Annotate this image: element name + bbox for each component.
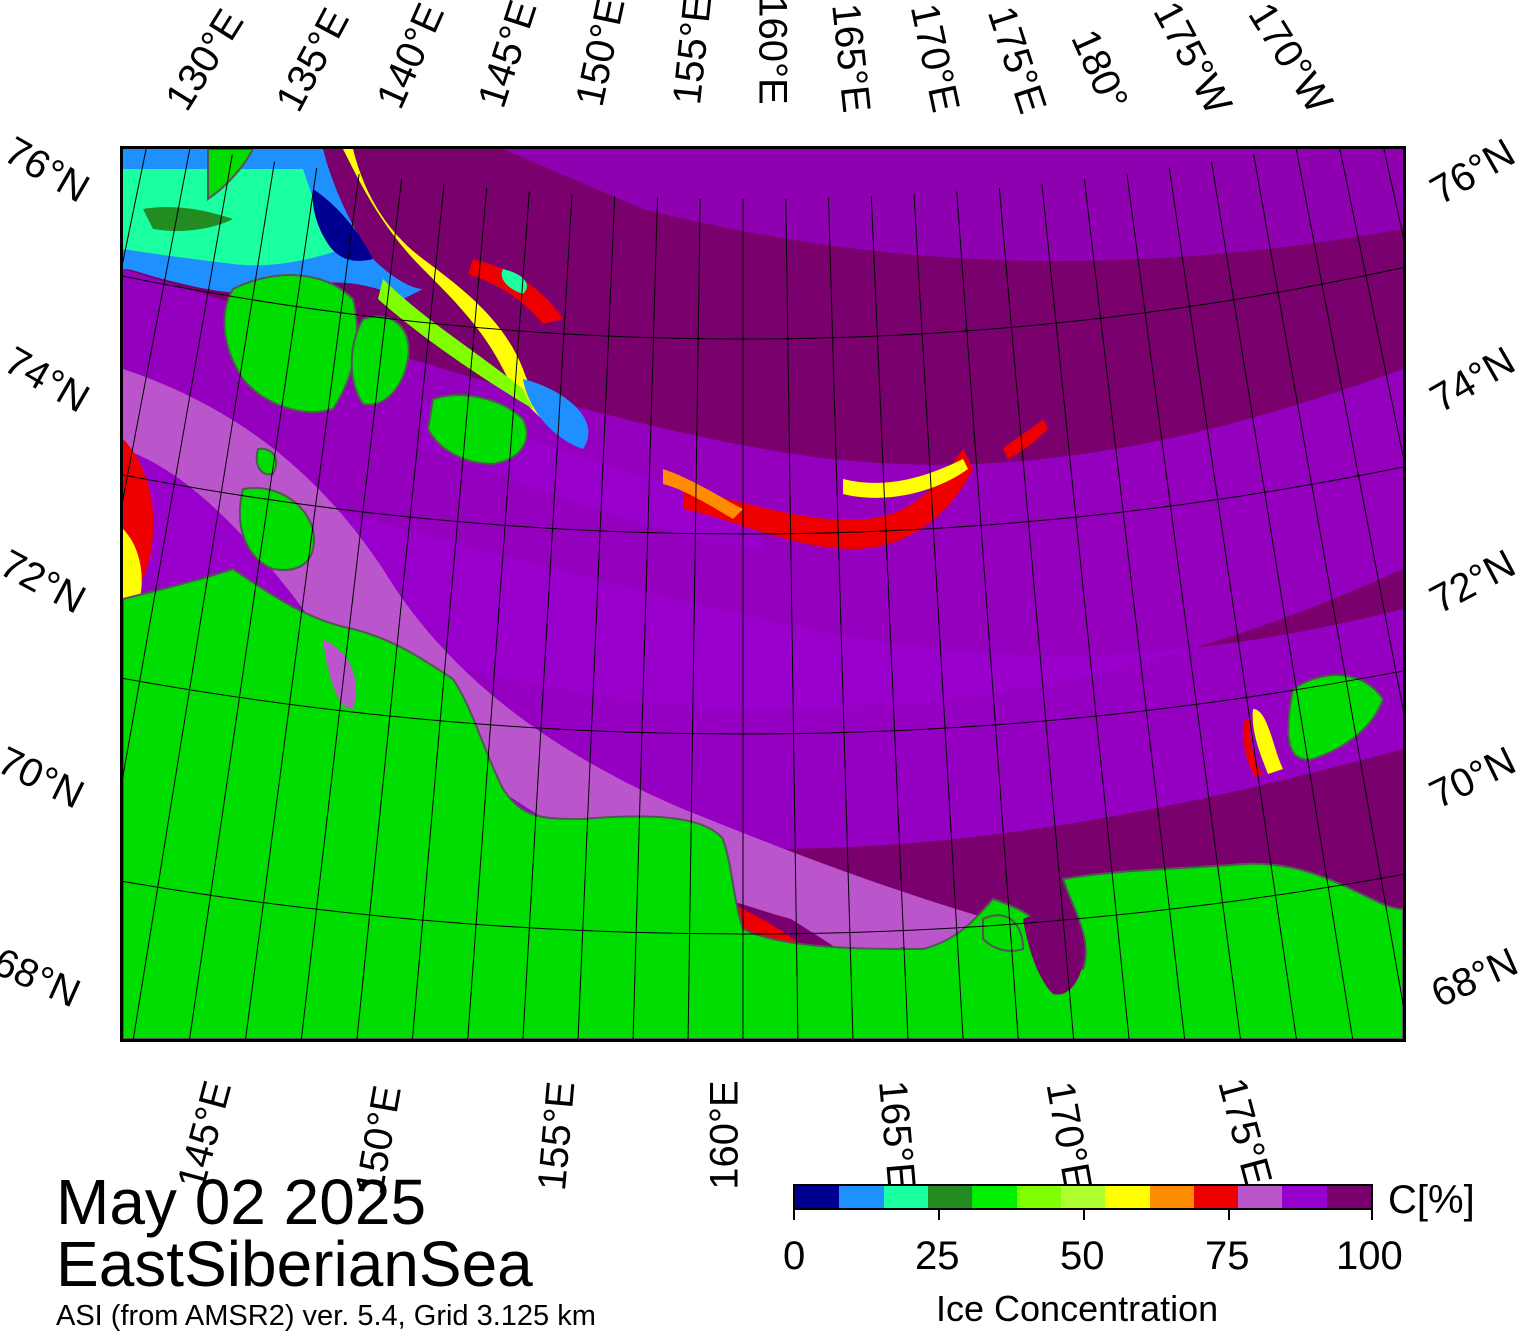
colorbar-segment xyxy=(1193,1186,1239,1208)
longitude-line xyxy=(1126,173,1241,1039)
longitude-line xyxy=(956,191,1019,1039)
longitude-line xyxy=(828,197,854,1039)
bottom-lon-label: 160°E xyxy=(702,1080,747,1190)
colorbar-segment xyxy=(1149,1186,1194,1208)
longitude-line xyxy=(1041,183,1130,1039)
longitude-line xyxy=(467,191,530,1039)
longitude-line xyxy=(913,193,964,1039)
longitude-line xyxy=(123,154,233,780)
bottom-lon-label: 165°E xyxy=(870,1078,924,1192)
colorbar-tick-label: 50 xyxy=(1060,1234,1105,1278)
longitude-line xyxy=(1168,167,1297,1039)
left-lat-label: 68°N xyxy=(0,939,87,1017)
colorbar-segment xyxy=(1105,1186,1150,1208)
colorbar-tick xyxy=(1083,1210,1085,1220)
longitude-line xyxy=(1339,149,1403,459)
longitude-line xyxy=(245,173,360,1039)
colorbar-unit: C[%] xyxy=(1388,1178,1475,1222)
ice-low-coastal xyxy=(123,369,1023,969)
bottom-lon-label: 175°E xyxy=(1209,1073,1281,1191)
longitude-line xyxy=(1211,161,1354,1039)
colorbar-segment xyxy=(1282,1186,1327,1208)
colorbar-tick-label: 100 xyxy=(1336,1234,1403,1278)
top-lon-label: 130°E xyxy=(157,1,253,119)
bottom-lon-label: 170°E xyxy=(1037,1078,1100,1194)
top-lon-label: 175°E xyxy=(978,1,1055,119)
longitude-line xyxy=(132,161,275,1039)
left-lat-label: 70°N xyxy=(0,738,91,818)
colorbar xyxy=(793,1184,1373,1210)
longitude-line xyxy=(1253,154,1403,1007)
top-lon-label: 170°W xyxy=(1239,0,1341,121)
map-region: EastSiberianSea xyxy=(56,1228,533,1300)
longitude-line xyxy=(123,149,191,502)
top-lon-label: 135°E xyxy=(267,1,358,119)
ice-concentration-map xyxy=(120,146,1406,1042)
longitude-line xyxy=(870,196,909,1039)
longitude-line xyxy=(632,197,658,1039)
top-lon-label: 165°E xyxy=(823,1,879,115)
colorbar-segment xyxy=(927,1186,973,1208)
longitude-line xyxy=(577,196,616,1039)
colorbar-segment xyxy=(1016,1186,1061,1208)
colorbar-tick-label: 0 xyxy=(783,1234,806,1278)
colorbar-segment xyxy=(795,1186,840,1208)
colorbar-tick xyxy=(938,1210,940,1220)
colorbar-segment xyxy=(1326,1186,1372,1208)
colorbar-segment xyxy=(883,1186,928,1208)
colorbar-segment xyxy=(1238,1186,1283,1208)
colorbar-tick xyxy=(793,1210,795,1220)
top-lon-label: 180° xyxy=(1062,23,1137,117)
top-lon-label: 150°E xyxy=(567,0,634,111)
longitude-line xyxy=(1083,179,1186,1039)
bottom-lon-label: 155°E xyxy=(530,1079,584,1193)
colorbar-segment xyxy=(972,1186,1017,1208)
left-lat-label: 76°N xyxy=(0,128,97,212)
graticule xyxy=(123,149,1403,1039)
left-lat-label: 74°N xyxy=(0,338,97,422)
longitude-line xyxy=(411,187,488,1039)
longitude-line xyxy=(1295,149,1403,712)
colorbar-tick-label: 75 xyxy=(1205,1234,1250,1278)
right-lat-label: 76°N xyxy=(1422,130,1523,214)
chaun-bay-ice xyxy=(1023,915,1084,995)
map-canvas xyxy=(123,149,1403,1039)
right-lat-label: 72°N xyxy=(1422,541,1523,623)
colorbar-tick-label: 25 xyxy=(915,1234,960,1278)
top-lon-label: 175°W xyxy=(1144,0,1240,122)
data-source: ASI (from AMSR2) ver. 5.4, Grid 3.125 km xyxy=(56,1300,596,1332)
left-lat-label: 72°N xyxy=(0,541,93,623)
ice-low-patch xyxy=(703,829,903,979)
bay-ice xyxy=(323,639,356,709)
longitude-line xyxy=(785,198,799,1039)
longitude-line xyxy=(522,193,573,1039)
top-lon-label: 170°E xyxy=(901,0,968,117)
map-date: May 02 2025 xyxy=(56,1166,427,1238)
colorbar-segment xyxy=(839,1186,884,1208)
colorbar-tick xyxy=(1228,1210,1230,1220)
top-lon-label: 140°E xyxy=(368,0,454,115)
right-lat-label: 70°N xyxy=(1422,738,1523,818)
top-lon-label: 155°E xyxy=(665,0,721,107)
longitude-line xyxy=(189,167,318,1039)
longitude-line xyxy=(687,198,701,1039)
longitude-line xyxy=(300,179,403,1039)
colorbar-title: Ice Concentration xyxy=(936,1288,1219,1329)
colorbar-segment xyxy=(1060,1186,1106,1208)
ice-mid-north xyxy=(503,149,1403,262)
longitude-line xyxy=(998,187,1075,1039)
top-lon-label: 145°E xyxy=(469,0,546,113)
right-lat-label: 74°N xyxy=(1422,338,1523,422)
right-lat-label: 68°N xyxy=(1424,939,1525,1017)
top-lon-label: 160°E xyxy=(750,0,795,105)
colorbar-tick xyxy=(1371,1210,1373,1220)
longitude-line xyxy=(356,183,445,1039)
